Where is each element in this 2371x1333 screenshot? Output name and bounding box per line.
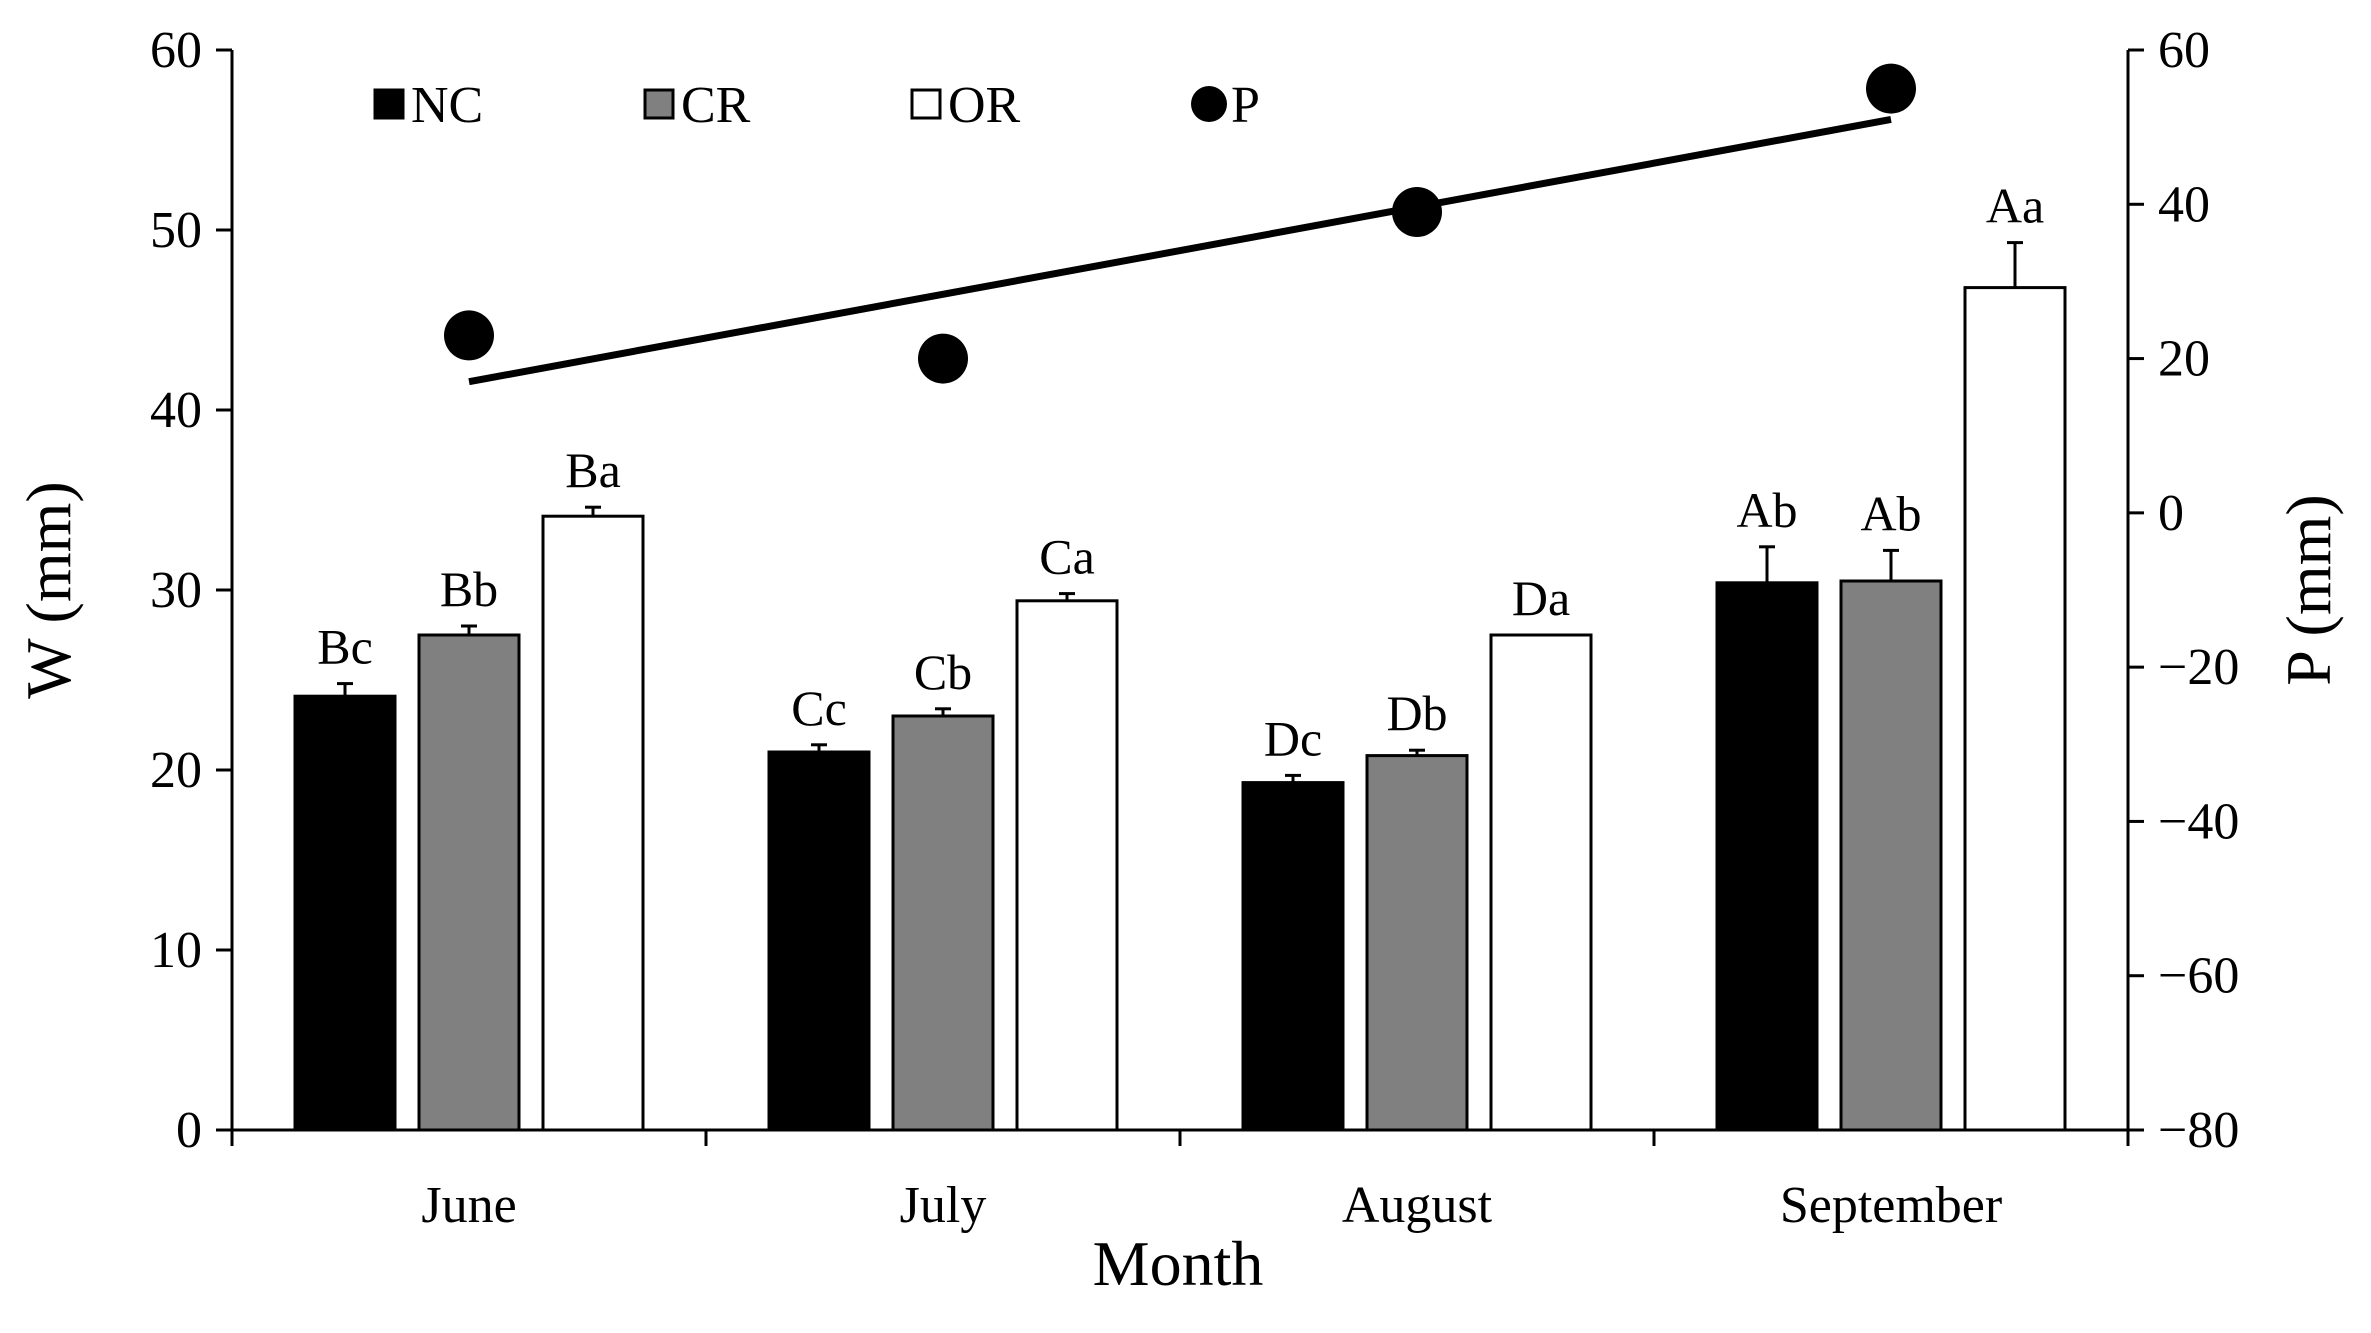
bar-cr [891, 714, 995, 1132]
bar-significance-label: Bc [317, 619, 373, 675]
bar-or [541, 514, 645, 1132]
x-tick-label: September [1780, 1177, 2002, 1234]
bar-nc [1241, 781, 1345, 1132]
bar-nc [293, 694, 397, 1132]
legend-swatch-or [910, 88, 942, 120]
legend-label-cr: CR [681, 77, 751, 134]
bar-nc [767, 750, 871, 1132]
bars: Bc Bb Ba Cc Cb Ca Dc Db Da Ab Ab Aa [293, 178, 2067, 1132]
y-tick-label: 40 [150, 382, 202, 439]
y-tick-label: 0 [176, 1102, 202, 1159]
legend-label-or: OR [948, 77, 1021, 134]
bar-or [1015, 599, 1119, 1132]
bar-significance-label: Bb [440, 561, 498, 617]
y-tick-label: 20 [150, 742, 202, 799]
y2-tick-label: −20 [2158, 639, 2239, 696]
p-point [1866, 63, 1916, 114]
bar-significance-label: Aa [1986, 178, 2044, 234]
y2-tick-label: 20 [2158, 331, 2210, 388]
bar-significance-label: Db [1386, 685, 1447, 741]
bar-nc [1715, 581, 1819, 1132]
y2-tick-label: 0 [2158, 485, 2184, 542]
bar-significance-label: Dc [1264, 710, 1322, 766]
bar-or [1489, 633, 1593, 1132]
x-tick-label: June [421, 1177, 516, 1234]
legend-label-p: P [1231, 77, 1260, 134]
x-tick-label: August [1342, 1177, 1493, 1234]
y2-tick-label: 40 [2158, 176, 2210, 233]
bar-significance-label: Ab [1736, 482, 1797, 538]
y2-tick-label: −80 [2158, 1102, 2239, 1159]
bar-or [1963, 286, 2067, 1132]
y2-tick-label: −60 [2158, 948, 2239, 1005]
y-axis-title: W (mm) [13, 481, 84, 698]
bar-significance-label: Ba [565, 442, 621, 498]
y-tick-label: 60 [150, 22, 202, 79]
bar-significance-label: Cc [791, 680, 847, 736]
bar-significance-label: Cb [914, 644, 972, 700]
bar-cr [1839, 579, 1943, 1132]
legend-marker-p [1191, 86, 1227, 122]
y-tick-label: 10 [150, 922, 202, 979]
p-point [444, 310, 494, 361]
bar-significance-label: Da [1512, 570, 1570, 626]
x-tick-label: July [900, 1177, 987, 1234]
legend-label-nc: NC [411, 77, 483, 134]
p-point [918, 333, 968, 384]
p-trendline [468, 115, 1892, 386]
bar-cr [417, 633, 521, 1132]
legend-swatch-nc [373, 88, 405, 120]
y2-tick-label: 60 [2158, 22, 2210, 79]
x-axis-title: Month [1093, 1228, 1264, 1299]
bar-significance-label: Ab [1860, 485, 1921, 541]
axes: 0 10 20 30 40 50 60 −80 −60 −40 −20 0 20 40 60 June July… [150, 22, 2239, 1234]
y2-axis-title: P (mm) [2273, 494, 2344, 685]
y2-tick-label: −40 [2158, 793, 2239, 850]
legend: NC CR OR P [373, 77, 1260, 134]
bar-significance-label: Ca [1039, 529, 1095, 585]
bar-cr [1365, 754, 1469, 1132]
y-tick-label: 50 [150, 202, 202, 259]
y-tick-label: 30 [150, 562, 202, 619]
trend-layer [444, 63, 1916, 386]
p-point [1392, 187, 1442, 237]
legend-swatch-cr [643, 88, 675, 120]
